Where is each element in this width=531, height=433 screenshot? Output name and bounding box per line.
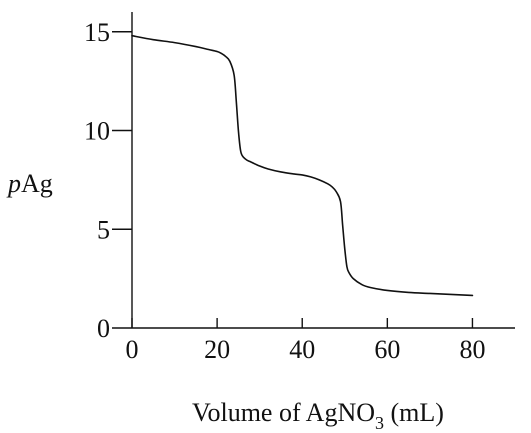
y-axis-title-rest: Ag bbox=[21, 169, 53, 198]
plot-area: 0 20 40 60 80 0 5 10 15 bbox=[84, 12, 515, 364]
x-axis-title: Volume of AgNO3 (mL) bbox=[192, 398, 444, 433]
x-axis-title-prefix: Volume of AgNO bbox=[192, 398, 375, 427]
x-tick-label-20: 20 bbox=[204, 335, 230, 364]
y-tick-label-5: 5 bbox=[97, 215, 110, 244]
y-axis-title-italic: p bbox=[6, 169, 21, 198]
x-axis-title-subscript: 3 bbox=[375, 413, 384, 433]
x-tick-label-60: 60 bbox=[374, 335, 400, 364]
x-tick-label-0: 0 bbox=[126, 335, 139, 364]
x-tick-label-80: 80 bbox=[459, 335, 485, 364]
y-tick-label-0: 0 bbox=[97, 314, 110, 343]
x-tick-label-40: 40 bbox=[289, 335, 315, 364]
y-axis-title: pAg bbox=[6, 169, 53, 198]
titration-curve-line-0 bbox=[131, 34, 474, 297]
y-tick-label-10: 10 bbox=[84, 117, 110, 146]
y-tick-label-15: 15 bbox=[84, 18, 110, 47]
x-axis-title-suffix: (mL) bbox=[384, 398, 444, 427]
